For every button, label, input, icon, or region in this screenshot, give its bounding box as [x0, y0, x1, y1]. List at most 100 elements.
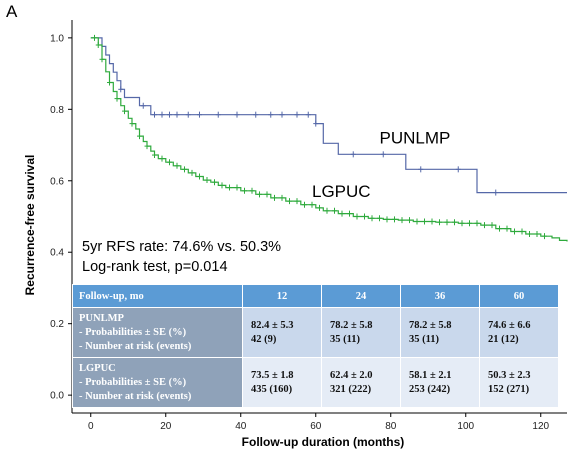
punlmp-censor-mark	[305, 111, 311, 118]
row-label-probability: - Probabilities ± SE (%)	[79, 376, 187, 388]
punlmp-censor-mark	[167, 111, 172, 118]
x-tick-label: 40	[235, 421, 247, 432]
at-risk-value: 435 (160)	[251, 383, 293, 395]
lgpuc-censor-mark	[339, 210, 345, 217]
lgpuc-censor-mark	[354, 213, 360, 220]
lgpuc-censor-mark	[249, 187, 255, 194]
at-risk-value: 253 (242)	[409, 383, 451, 395]
lgpuc-censor-mark	[92, 34, 97, 41]
y-tick-label: 0.2	[50, 319, 64, 330]
punlmp-censor-mark	[185, 111, 191, 118]
lgpuc-censor-mark	[489, 222, 495, 229]
value-cell: 82.4 ± 5.3 42 (9)	[242, 307, 322, 358]
value-cell: 78.2 ± 5.8 35 (11)	[321, 307, 401, 358]
punlmp-censor-mark	[118, 86, 124, 93]
lgpuc-censor-mark	[227, 184, 232, 191]
lgpuc-censor-mark	[324, 207, 330, 214]
value-cell: 58.1 ± 2.1 253 (242)	[400, 357, 480, 408]
lgpuc-censor-mark	[159, 155, 165, 162]
lgpuc-censor-mark	[95, 42, 101, 49]
lgpuc-censor-mark	[362, 213, 367, 220]
at-risk-value: 35 (11)	[330, 333, 361, 345]
table-header-cell: 60	[479, 284, 559, 308]
punlmp-censor-mark	[152, 111, 157, 118]
lgpuc-censor-mark	[527, 231, 532, 238]
probability-value: 78.2 ± 5.8	[330, 319, 373, 331]
table-row: LGPUC - Probabilities ± SE (%) - Number …	[72, 357, 559, 408]
punlmp-censor-mark	[140, 102, 146, 109]
table-header-cell: 24	[321, 284, 401, 308]
lgpuc-censor-mark	[512, 228, 517, 235]
probability-value: 73.5 ± 1.8	[251, 369, 294, 381]
lgpuc-censor-mark	[504, 225, 510, 232]
panel-label: A	[6, 2, 18, 21]
lgpuc-censor-mark	[114, 95, 120, 102]
lgpuc-censor-mark	[287, 198, 292, 205]
table-header-cell: 12	[242, 284, 322, 308]
punlmp-censor-mark	[253, 111, 259, 118]
lgpuc-censor-mark	[107, 79, 112, 86]
punlmp-censor-mark	[159, 111, 165, 118]
punlmp-censor-mark	[234, 111, 240, 118]
group-name: PUNLMP	[79, 312, 124, 324]
y-tick-label: 0.6	[50, 176, 64, 187]
punlmp-censor-mark	[294, 111, 300, 118]
censor-marks	[92, 34, 547, 240]
punlmp-censor-mark	[350, 151, 356, 158]
lgpuc-censor-mark	[174, 162, 180, 169]
table-row: PUNLMP - Probabilities ± SE (%) - Number…	[72, 307, 559, 358]
lgpuc-censor-mark	[414, 218, 420, 225]
lgpuc-censor-mark	[407, 217, 412, 224]
lgpuc-censor-mark	[144, 143, 150, 150]
punlmp-censor-mark	[268, 111, 274, 118]
y-tick-label: 1.0	[50, 33, 64, 44]
lgpuc-censor-mark	[309, 201, 315, 208]
at-risk-value: 35 (11)	[409, 333, 440, 345]
value-cell: 74.6 ± 6.6 21 (12)	[479, 307, 559, 358]
x-axis-title: Follow-up duration (months)	[242, 435, 405, 449]
punlmp-curve-label: PUNLMP	[380, 128, 451, 147]
lgpuc-censor-mark	[302, 201, 307, 208]
lgpuc-censor-mark	[167, 159, 172, 166]
y-tick-label: 0.0	[50, 391, 64, 402]
risk-table: Follow-up, mo 12 24 36 60 PUNLMP - Proba…	[72, 284, 559, 408]
punlmp-censor-mark	[418, 166, 424, 173]
lgpuc-censor-mark	[99, 56, 105, 63]
lgpuc-censor-mark	[152, 152, 157, 159]
y-axis-title: Recurrence-free survival	[23, 155, 37, 296]
x-tick-label: 20	[160, 421, 172, 432]
lgpuc-censor-mark	[219, 182, 225, 189]
table-header-cell: Follow-up, mo	[72, 284, 243, 308]
lgpuc-censor-mark	[197, 173, 202, 180]
punlmp-censor-mark	[380, 151, 386, 158]
value-cell: 78.2 ± 5.8 35 (11)	[400, 307, 480, 358]
lgpuc-censor-mark	[182, 166, 187, 173]
lgpuc-censor-mark	[422, 218, 427, 225]
punlmp-censor-mark	[174, 111, 180, 118]
table-header-cell: 36	[400, 284, 480, 308]
x-tick-label: 80	[385, 421, 397, 432]
punlmp-censor-mark	[455, 166, 461, 173]
lgpuc-censor-mark	[137, 133, 142, 140]
lgpuc-censor-mark	[369, 215, 375, 222]
lgpuc-censor-mark	[212, 179, 217, 186]
lgpuc-censor-mark	[452, 219, 457, 226]
lgpuc-censor-mark	[347, 210, 352, 217]
lgpuc-censor-mark	[242, 187, 247, 194]
at-risk-value: 21 (12)	[488, 333, 519, 345]
value-cell: 62.4 ± 2.0 321 (222)	[321, 357, 401, 408]
punlmp-censor-mark	[313, 120, 319, 127]
lgpuc-censor-mark	[467, 220, 472, 227]
probability-value: 50.3 ± 2.3	[488, 369, 531, 381]
at-risk-value: 42 (9)	[251, 333, 277, 345]
row-label-probability: - Probabilities ± SE (%)	[79, 326, 187, 338]
value-cell: 73.5 ± 1.8 435 (160)	[242, 357, 322, 408]
lgpuc-censor-mark	[459, 220, 465, 227]
lgpuc-censor-mark	[234, 184, 240, 191]
punlmp-curve	[90, 37, 567, 194]
y-tick-label: 0.4	[50, 248, 64, 259]
lgpuc-censor-mark	[279, 194, 285, 201]
punlmp-censor-mark	[493, 189, 499, 196]
group-name: LGPUC	[79, 362, 116, 374]
